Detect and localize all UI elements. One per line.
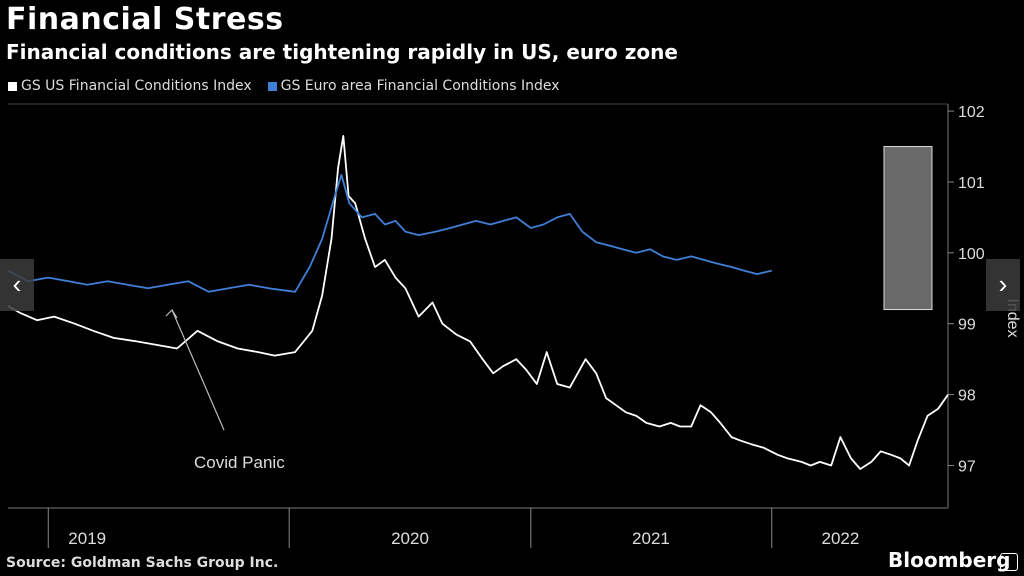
chevron-right-icon[interactable]: › (986, 259, 1020, 311)
y-tick-label: 99 (958, 317, 976, 334)
legend-item-us: GS US Financial Conditions Index (8, 78, 252, 94)
legend-label-us: GS US Financial Conditions Index (21, 78, 252, 94)
legend-label-euro: GS Euro area Financial Conditions Index (280, 78, 560, 94)
y-tick-label: 101 (958, 175, 985, 192)
x-tick-label: 2021 (632, 529, 670, 548)
x-tick-label: 2019 (68, 529, 106, 548)
annotation-arrow (171, 309, 225, 431)
series-us-line (7, 134, 949, 470)
legend-swatch-euro (267, 81, 277, 91)
chevron-left-icon[interactable]: ‹ (0, 259, 34, 311)
y-tick-label: 100 (958, 246, 985, 263)
highlight-box (883, 146, 933, 311)
legend-item-euro: GS Euro area Financial Conditions Index (267, 78, 560, 94)
x-tick-label: 2022 (821, 529, 859, 548)
chart-subtitle: Financial conditions are tightening rapi… (6, 40, 678, 64)
y-tick-label: 102 (958, 104, 985, 121)
series-euro-line (7, 173, 773, 293)
brand-logo: Bloomberg (888, 548, 1011, 572)
brand-icon (1000, 553, 1018, 571)
y-tick-label: 98 (958, 388, 976, 405)
annotation-arrowhead (165, 309, 178, 319)
annotation-label: Covid Panic (194, 453, 285, 472)
chart-title: Financial Stress (6, 2, 284, 37)
source-note: Source: Goldman Sachs Group Inc. (6, 555, 279, 571)
y-tick-label: 97 (958, 458, 976, 475)
legend: GS US Financial Conditions Index GS Euro… (8, 78, 560, 94)
legend-swatch-us (8, 81, 17, 91)
x-tick-label: 2020 (391, 529, 429, 548)
